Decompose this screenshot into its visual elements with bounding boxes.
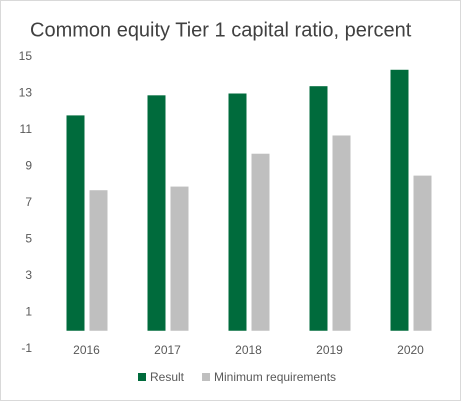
x-tick-label: 2017 <box>154 343 181 357</box>
legend-swatch <box>138 373 146 381</box>
legend-label: Result <box>150 370 185 384</box>
bar <box>66 115 85 331</box>
bar <box>147 95 166 331</box>
legend-swatch <box>202 373 211 381</box>
legend-label: Minimum requirements <box>214 370 336 384</box>
x-tick-label: 2020 <box>397 343 424 357</box>
y-tick-label: 3 <box>25 268 32 282</box>
chart-title: Common equity Tier 1 capital ratio, perc… <box>30 19 412 41</box>
bar <box>89 190 108 331</box>
bar <box>413 175 432 331</box>
y-tick-label: 11 <box>20 122 33 136</box>
y-tick-label: 7 <box>25 195 32 209</box>
bar <box>170 186 189 331</box>
y-tick-label: 5 <box>25 232 32 246</box>
bar <box>228 93 247 331</box>
x-tick-label: 2019 <box>316 343 343 357</box>
y-tick-label: 1 <box>25 305 32 319</box>
bar <box>332 135 351 331</box>
x-tick-label: 2016 <box>73 343 100 357</box>
bar <box>309 86 328 331</box>
bar <box>251 153 270 331</box>
y-tick-label: 9 <box>25 159 32 173</box>
y-tick-label: 13 <box>19 86 33 100</box>
x-tick-label: 2018 <box>235 343 262 357</box>
bar <box>390 69 409 331</box>
y-tick-label: -1 <box>21 341 32 355</box>
y-tick-label: 15 <box>19 49 33 63</box>
